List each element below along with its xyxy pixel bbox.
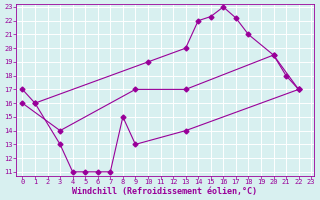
X-axis label: Windchill (Refroidissement éolien,°C): Windchill (Refroidissement éolien,°C): [72, 187, 257, 196]
